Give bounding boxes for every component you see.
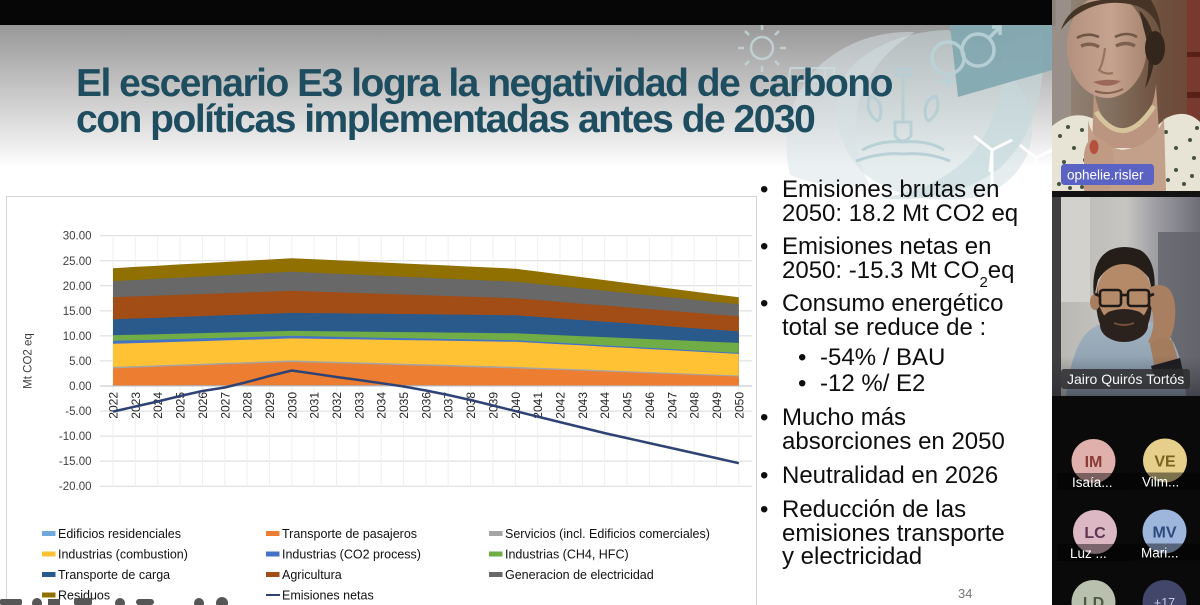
svg-text:-10.00: -10.00 [59,431,92,443]
svg-text:Industrias (CO2 process): Industrias (CO2 process) [282,548,421,562]
svg-text:MV: MV [1153,525,1177,542]
svg-text:25.00: 25.00 [63,256,92,268]
svg-text:2029: 2029 [263,392,277,419]
svg-text:-20.00: -20.00 [59,481,92,493]
svg-text:2040: 2040 [509,392,523,419]
svg-text:LD: LD [1083,595,1104,605]
svg-text:2036: 2036 [419,392,433,419]
svg-text:Edificios residenciales: Edificios residenciales [58,527,181,541]
svg-text:2022: 2022 [107,392,121,419]
svg-text:Transporte de pasajeros: Transporte de pasajeros [282,527,417,541]
svg-text:2027: 2027 [218,392,232,419]
svg-text:2026: 2026 [196,392,210,419]
svg-text:15.00: 15.00 [63,306,92,318]
svg-text:10.00: 10.00 [63,331,92,343]
svg-text:2042: 2042 [554,392,568,419]
svg-text:LC: LC [1084,525,1106,542]
svg-text:30.00: 30.00 [63,231,92,243]
svg-text:Luz ...: Luz ... [1070,546,1107,561]
svg-text:2031: 2031 [308,392,322,419]
svg-text:Vilm...: Vilm... [1142,475,1179,490]
svg-text:2038: 2038 [464,392,478,419]
svg-text:Servicios (incl. Edificios com: Servicios (incl. Edificios comerciales) [505,527,710,541]
svg-text:Generacion de electricidad: Generacion de electricidad [505,568,654,582]
svg-text:Agricultura: Agricultura [282,568,342,582]
svg-text:2049: 2049 [710,392,724,419]
svg-text:2028: 2028 [241,392,255,419]
svg-text:-15.00: -15.00 [59,456,92,468]
svg-text:IM: IM [1085,454,1103,471]
svg-text:2048: 2048 [688,392,702,419]
svg-text:2050: 2050 [732,392,746,419]
svg-text:2041: 2041 [531,392,545,419]
svg-text:2046: 2046 [643,392,657,419]
svg-text:2025: 2025 [174,392,188,419]
svg-text:2047: 2047 [665,392,679,419]
svg-text:5.00: 5.00 [69,356,91,368]
svg-text:-5.00: -5.00 [65,406,91,418]
svg-text:Mt CO2 eq: Mt CO2 eq [23,333,35,389]
svg-text:ophelie.risler: ophelie.risler [1067,168,1144,183]
svg-text:Jairo Quirós Tortós: Jairo Quirós Tortós [1067,371,1184,387]
svg-text:Industrias (CH4, HFC): Industrias (CH4, HFC) [505,548,629,562]
svg-text:2033: 2033 [352,392,366,419]
svg-text:2044: 2044 [598,392,612,419]
svg-text:Emisiones netas: Emisiones netas [282,589,374,603]
svg-text:2045: 2045 [621,392,635,419]
svg-text:2030: 2030 [285,392,299,419]
svg-text:2032: 2032 [330,392,344,419]
svg-text:20.00: 20.00 [63,281,92,293]
svg-text:2035: 2035 [397,392,411,419]
svg-text:Industrias (combustion): Industrias (combustion) [58,548,188,562]
svg-text:+17: +17 [1154,596,1175,605]
svg-text:2034: 2034 [375,392,389,419]
svg-text:VE: VE [1154,454,1176,471]
svg-text:Mari...: Mari... [1141,546,1179,561]
svg-text:0.00: 0.00 [69,381,91,393]
svg-text:2037: 2037 [442,392,456,419]
svg-text:Residuos: Residuos [58,589,110,603]
svg-text:Transporte de carga: Transporte de carga [58,568,170,582]
svg-text:Isaía...: Isaía... [1072,475,1113,490]
svg-text:2024: 2024 [151,392,165,419]
svg-text:2043: 2043 [576,392,590,419]
